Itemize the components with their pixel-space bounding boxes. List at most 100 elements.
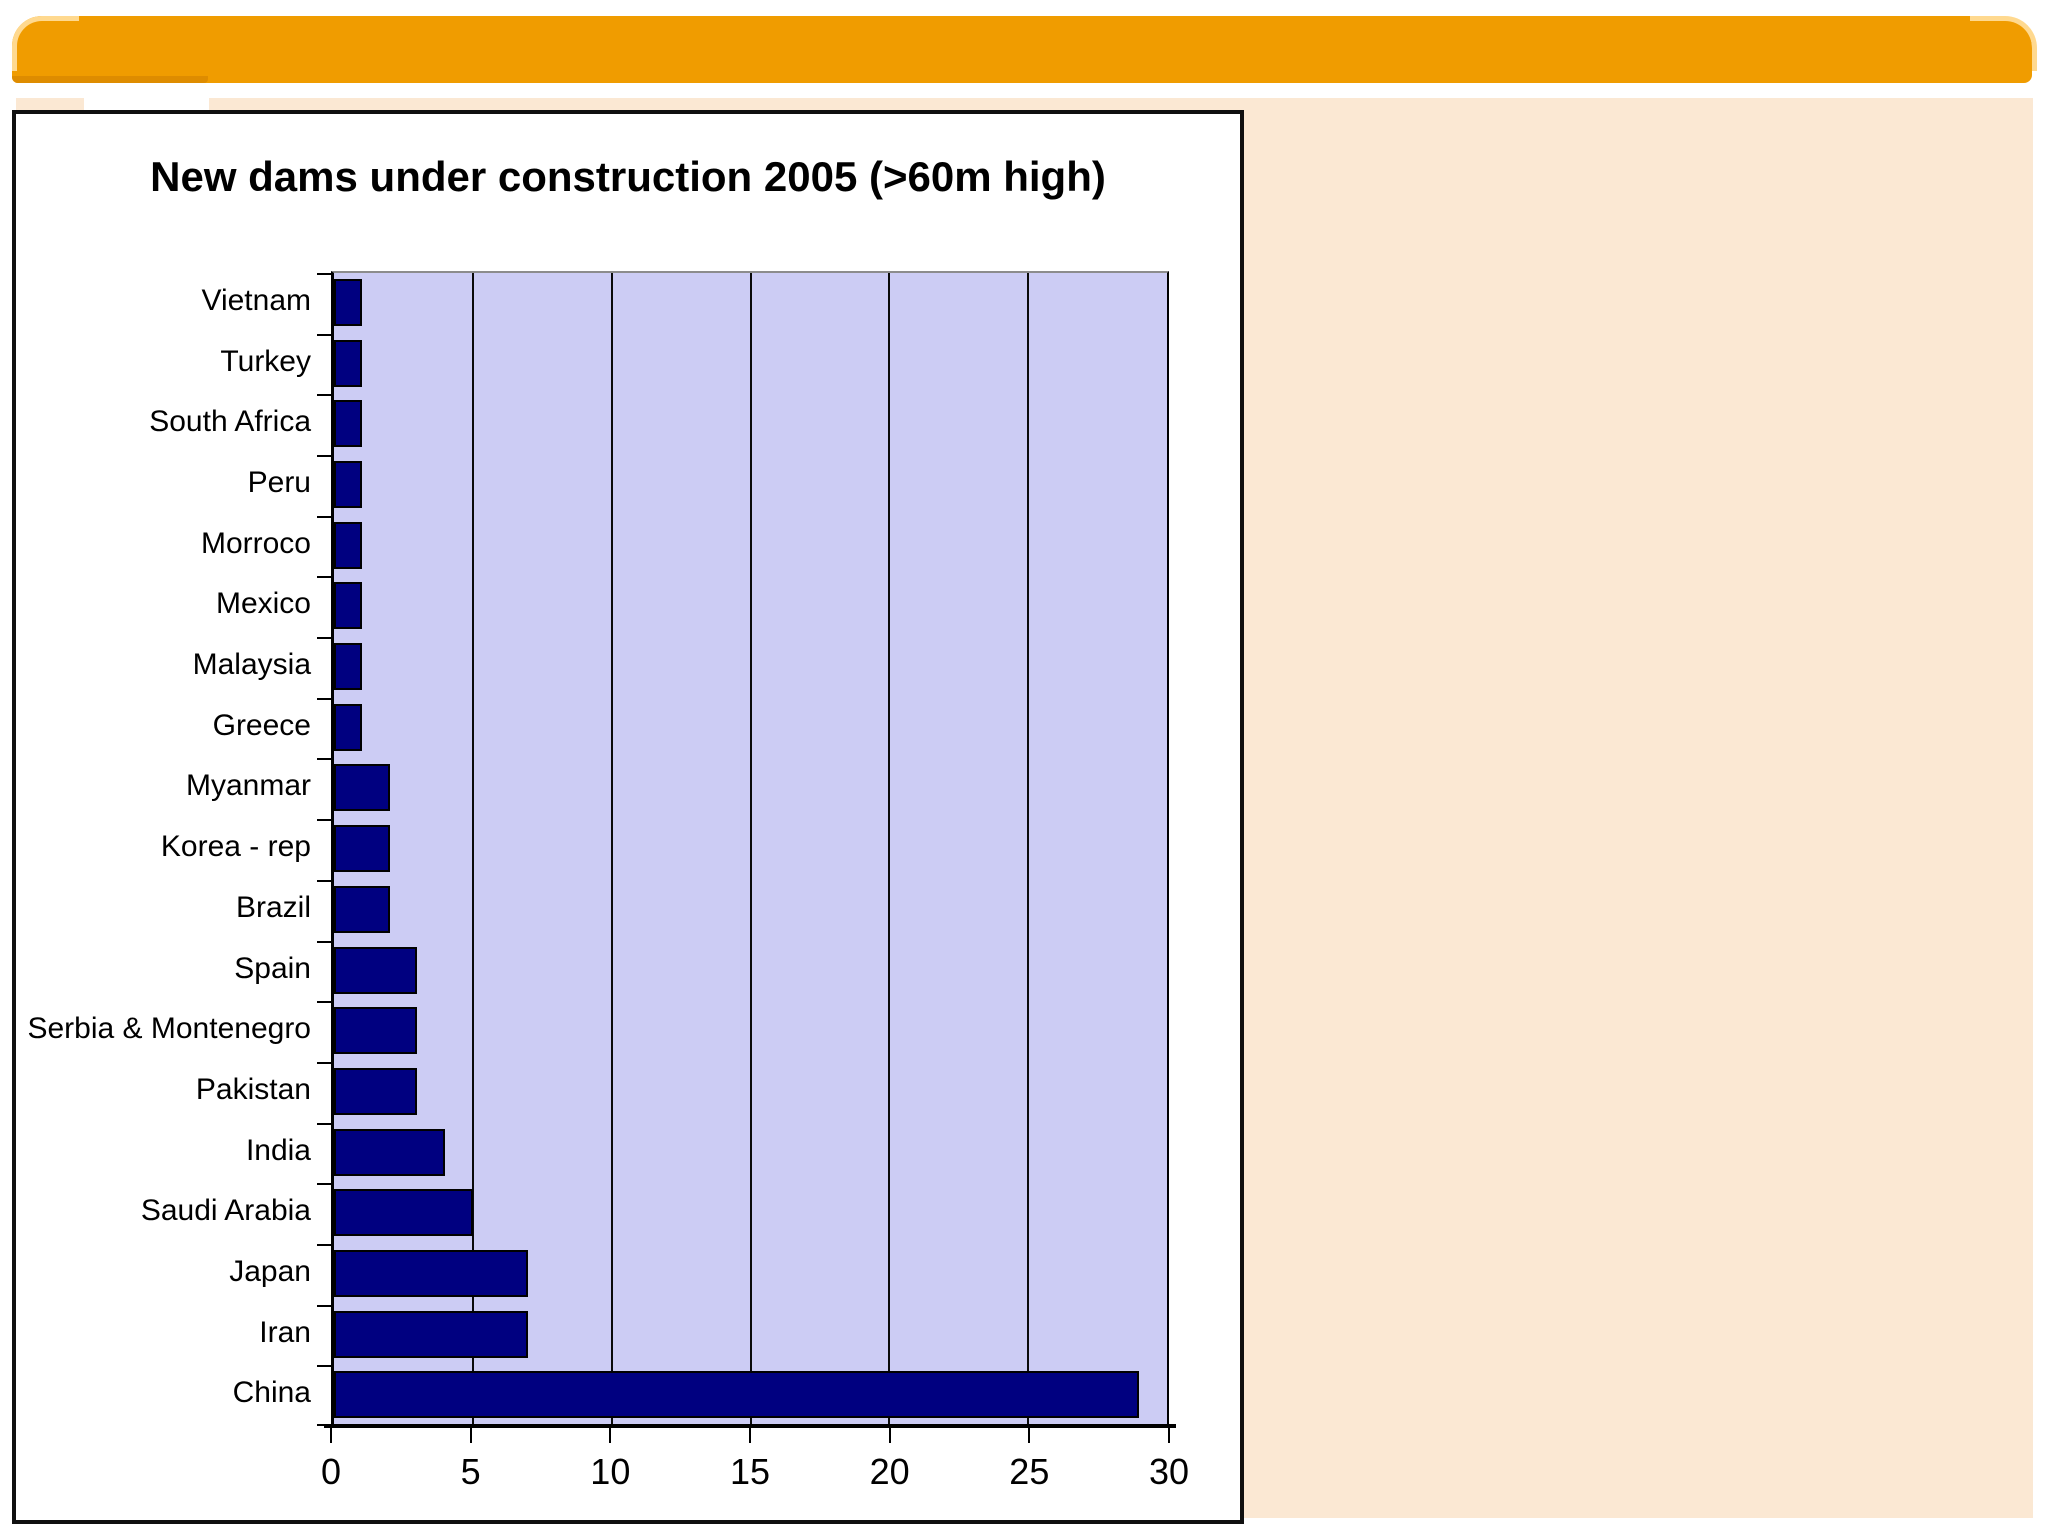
y-axis-tick bbox=[317, 1001, 331, 1004]
gridline-20 bbox=[888, 273, 891, 1424]
bar-korea-rep bbox=[334, 825, 390, 873]
bar-china bbox=[334, 1371, 1140, 1419]
x-axis-tick bbox=[888, 1424, 891, 1443]
bar-row bbox=[334, 880, 1167, 941]
y-axis-tick bbox=[317, 879, 331, 882]
bar-row bbox=[334, 698, 1167, 759]
bar-row bbox=[334, 334, 1167, 395]
y-axis-tick bbox=[317, 1122, 331, 1125]
bar-saudi-arabia bbox=[334, 1189, 473, 1237]
y-axis-tick bbox=[317, 1304, 331, 1307]
x-axis-tick bbox=[330, 1424, 332, 1443]
y-axis-tick bbox=[317, 758, 331, 761]
gridline-15 bbox=[749, 273, 752, 1424]
y-axis-tick bbox=[317, 333, 331, 336]
bar-mexico bbox=[334, 582, 362, 630]
x-tick-label: 15 bbox=[729, 1451, 771, 1492]
bar-brazil bbox=[334, 885, 390, 933]
x-tick-label: 0 bbox=[320, 1451, 342, 1492]
gridline-10 bbox=[610, 273, 613, 1424]
category-label: China bbox=[232, 1376, 311, 1410]
bar-row bbox=[334, 1001, 1167, 1062]
y-axis-tick bbox=[317, 515, 331, 518]
gridline-25 bbox=[1027, 273, 1030, 1424]
bar-row bbox=[334, 1244, 1167, 1305]
bar-row bbox=[334, 394, 1167, 455]
category-label: Pakistan bbox=[195, 1072, 311, 1106]
y-axis-tick bbox=[317, 1243, 331, 1246]
bar-spain bbox=[334, 946, 418, 994]
x-axis-tick bbox=[609, 1424, 612, 1443]
banner-shadow-strip bbox=[12, 76, 208, 83]
bar-row bbox=[334, 819, 1167, 880]
y-axis-tick bbox=[317, 819, 331, 822]
bar-myanmar bbox=[334, 764, 390, 812]
x-tick-label: 30 bbox=[1148, 1451, 1190, 1492]
bar-turkey bbox=[334, 339, 362, 387]
category-axis-labels: Vietnam Turkey South Africa Peru Morroco Mexi… bbox=[16, 271, 311, 1424]
y-axis-tick bbox=[317, 576, 331, 579]
x-axis-tick bbox=[1028, 1424, 1031, 1443]
category-label: Japan bbox=[229, 1254, 311, 1288]
category-label: Iran bbox=[259, 1315, 311, 1349]
y-axis-tick bbox=[317, 637, 331, 640]
bar-greece bbox=[334, 703, 362, 751]
x-tick-label: 25 bbox=[1009, 1451, 1050, 1492]
y-axis-tick bbox=[317, 1424, 331, 1426]
bar-row bbox=[334, 637, 1167, 698]
category-label: Mexico bbox=[215, 587, 311, 621]
gridline-5 bbox=[471, 273, 474, 1424]
bar-row bbox=[334, 455, 1167, 516]
bar-pakistan bbox=[334, 1067, 418, 1115]
bar-row bbox=[334, 1183, 1167, 1244]
bar-row bbox=[334, 758, 1167, 819]
category-label: Malaysia bbox=[192, 648, 311, 682]
bars-layer bbox=[334, 273, 1167, 1424]
bar-row bbox=[334, 1062, 1167, 1123]
bar-row bbox=[334, 576, 1167, 637]
x-axis-tick bbox=[469, 1424, 472, 1443]
bar-malaysia bbox=[334, 643, 362, 691]
bar-row bbox=[334, 941, 1167, 1002]
y-axis-tick bbox=[317, 940, 331, 943]
x-axis-tick bbox=[1168, 1424, 1170, 1443]
bar-serbia-montenegro bbox=[334, 1007, 418, 1055]
bar-peru bbox=[334, 461, 362, 509]
bar-morroco bbox=[334, 521, 362, 569]
bar-row bbox=[334, 273, 1167, 334]
x-tick-label: 10 bbox=[590, 1451, 631, 1492]
category-label: Korea - rep bbox=[160, 830, 311, 864]
bar-row bbox=[334, 1365, 1167, 1426]
category-label: Peru bbox=[247, 466, 311, 500]
x-axis-labels: 0 5 10 15 20 25 30 bbox=[321, 1450, 1189, 1494]
category-label: Spain bbox=[234, 951, 311, 985]
y-axis-tick bbox=[317, 697, 331, 700]
bar-south-africa bbox=[334, 400, 362, 448]
x-tick-label: 5 bbox=[460, 1451, 481, 1492]
y-axis-tick bbox=[317, 394, 331, 397]
bar-india bbox=[334, 1128, 446, 1176]
category-label: Vietnam bbox=[201, 284, 311, 317]
bar-row bbox=[334, 1305, 1167, 1366]
category-label: Greece bbox=[212, 708, 311, 742]
category-label: South Africa bbox=[149, 405, 311, 439]
category-label: Turkey bbox=[220, 344, 311, 378]
y-axis-tick bbox=[317, 1183, 331, 1186]
category-label: Myanmar bbox=[185, 769, 311, 803]
y-axis-tick bbox=[317, 1365, 331, 1368]
y-axis-tick bbox=[317, 273, 331, 275]
chart-title: New dams under construction 2005 (>60m h… bbox=[150, 153, 1106, 200]
y-axis-tick bbox=[317, 455, 331, 458]
chart-frame: New dams under construction 2005 (>60m h… bbox=[12, 110, 1244, 1524]
bar-row bbox=[334, 1123, 1167, 1184]
category-label: Morroco bbox=[200, 526, 311, 560]
category-label: Brazil bbox=[235, 890, 311, 924]
slide-background-notch bbox=[84, 98, 209, 111]
bar-japan bbox=[334, 1249, 529, 1297]
x-axis-ticks-layer bbox=[330, 1424, 1170, 1444]
category-label: Saudi Arabia bbox=[140, 1194, 311, 1228]
plot-area bbox=[317, 271, 1169, 1426]
category-label: Serbia & Montenegro bbox=[27, 1012, 311, 1046]
y-axis-tick bbox=[317, 1061, 331, 1064]
